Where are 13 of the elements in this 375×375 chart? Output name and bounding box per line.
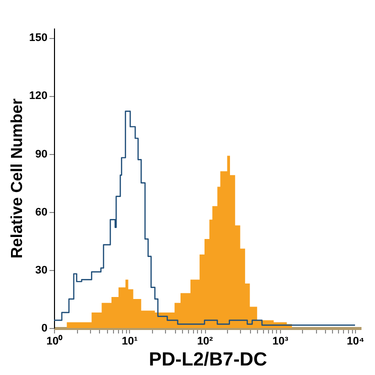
- x-tick-label: 10³: [272, 336, 289, 348]
- x-tick-label: 10²: [197, 336, 214, 348]
- x-tick-label: 10⁰: [46, 334, 63, 348]
- y-tick-label: 150: [29, 32, 48, 44]
- y-tick-label: 60: [35, 206, 48, 218]
- x-tick-label: 10¹: [122, 336, 138, 348]
- y-tick-label: 0: [41, 322, 48, 334]
- y-tick-label: 120: [29, 90, 48, 102]
- y-axis-title: Relative Cell Number: [9, 98, 26, 259]
- y-tick-label: 90: [35, 148, 48, 160]
- x-axis-title: PD-L2/B7-DC: [148, 350, 268, 370]
- y-tick-label: 30: [35, 264, 48, 276]
- x-tick-label: 10⁴: [346, 336, 364, 348]
